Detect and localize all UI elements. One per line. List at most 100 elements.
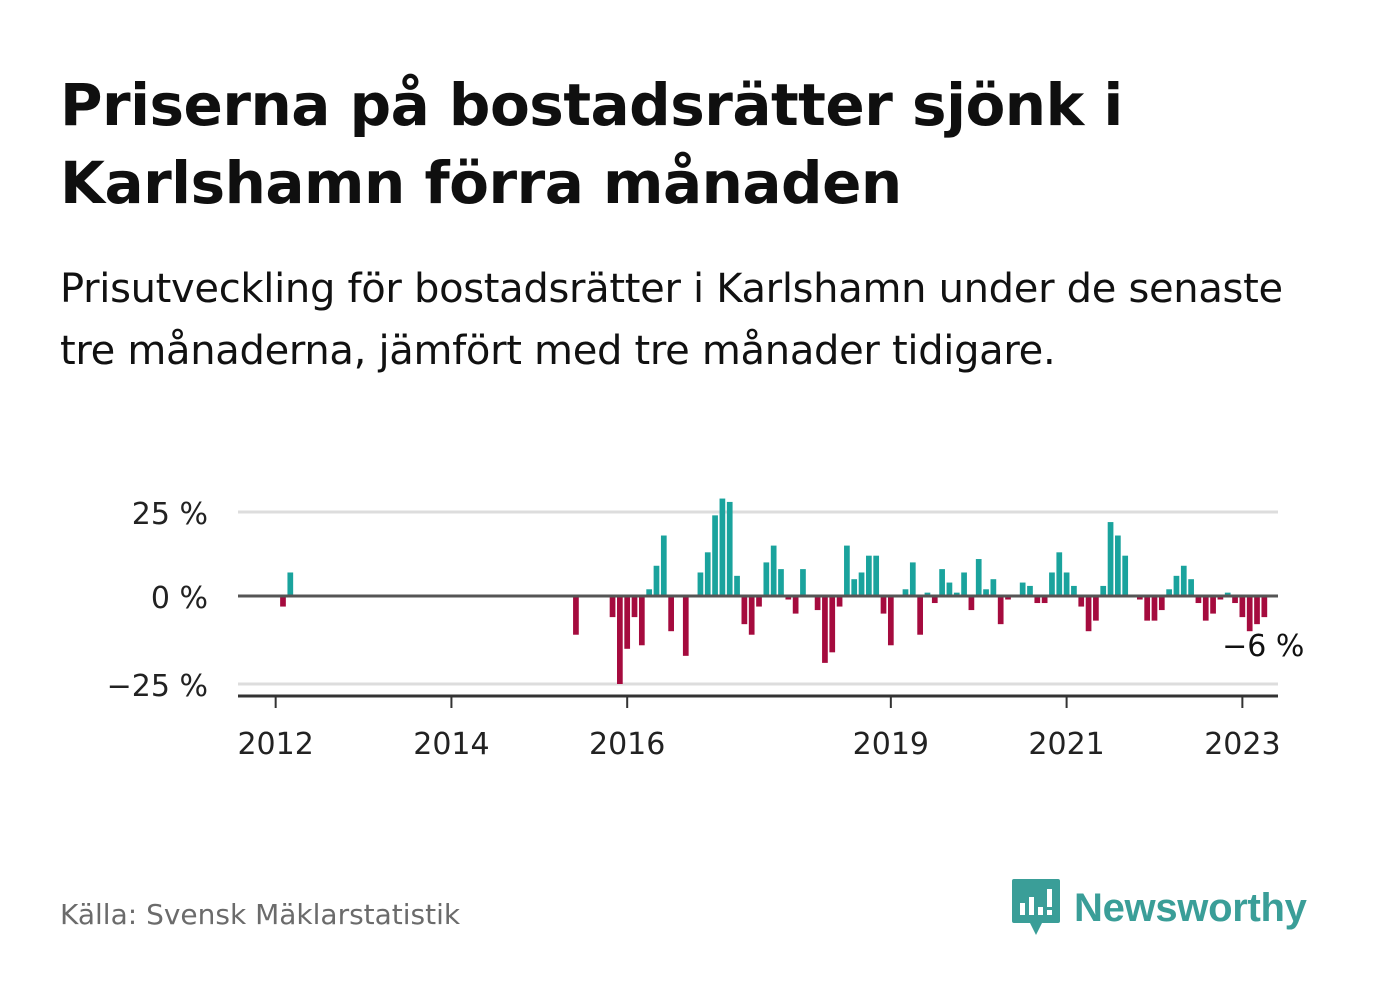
bar — [946, 582, 953, 596]
bar — [1195, 596, 1202, 604]
brand-name: Newsworthy — [1074, 885, 1307, 930]
bar — [880, 596, 887, 614]
bar — [1166, 589, 1172, 596]
bar — [697, 572, 704, 596]
bar — [873, 555, 880, 596]
bar — [1188, 579, 1194, 596]
newsworthy-logo: Newsworthy — [1010, 876, 1307, 940]
bar — [917, 596, 923, 635]
bar — [1224, 592, 1231, 596]
bar — [624, 596, 631, 649]
x-tick-label: 2019 — [853, 727, 929, 762]
bar — [646, 589, 653, 596]
chart-subtitle: Prisutveckling för bostadsrätter i Karls… — [60, 266, 1283, 374]
bar — [734, 575, 740, 596]
x-tick-label: 2014 — [413, 727, 489, 762]
bar — [1180, 565, 1187, 596]
bar — [887, 596, 894, 646]
bar — [726, 501, 733, 596]
bar — [1239, 596, 1246, 618]
bar — [975, 559, 982, 596]
bar — [1049, 572, 1055, 596]
x-axis-ticks: 2012 2014 2016 2019 2021 2023 — [237, 696, 1281, 762]
y-axis-labels: 25 % 0 % −25 % — [107, 497, 208, 704]
bar — [939, 569, 945, 596]
bar — [638, 596, 645, 646]
bar — [1071, 585, 1077, 596]
bar — [1151, 596, 1158, 621]
source-note: Källa: Svensk Mäklarstatistik — [60, 898, 461, 931]
bar — [609, 596, 616, 618]
bar — [756, 596, 762, 607]
bar — [1063, 572, 1070, 596]
y-tick-label: −25 % — [107, 669, 208, 704]
bar — [961, 572, 967, 596]
bar — [1115, 535, 1121, 596]
y-tick-label: 25 % — [132, 497, 208, 532]
bar — [1254, 596, 1260, 625]
bar — [1122, 555, 1129, 596]
bar — [858, 572, 865, 596]
bar — [983, 589, 989, 596]
bars — [272, 498, 1268, 684]
bar — [931, 596, 938, 604]
bar — [1034, 596, 1041, 604]
bar — [778, 569, 784, 596]
bar — [866, 555, 872, 596]
bar — [1173, 575, 1180, 596]
bar — [1217, 596, 1224, 600]
bar — [770, 545, 777, 596]
bar — [836, 596, 843, 607]
bar — [668, 596, 674, 632]
bar — [682, 596, 689, 656]
bar — [1144, 596, 1151, 621]
bar — [719, 498, 726, 596]
bar — [763, 562, 770, 596]
bar — [800, 569, 806, 596]
bar — [280, 596, 286, 607]
bar — [1246, 596, 1253, 632]
bar — [1261, 596, 1268, 618]
chart-title: Priserna på bostadsrätter sjönk i Karlsh… — [60, 71, 1123, 217]
bar — [851, 579, 858, 596]
last-value-label: −6 % — [1222, 629, 1304, 664]
bar — [1056, 552, 1063, 596]
bar — [1100, 585, 1107, 596]
bar — [1107, 522, 1114, 596]
bar — [1027, 585, 1033, 596]
bar — [997, 596, 1004, 625]
bar — [792, 596, 799, 614]
bar — [1136, 596, 1143, 600]
newsworthy-logo-icon — [1012, 879, 1060, 935]
bar — [1232, 596, 1238, 604]
x-tick-label: 2012 — [237, 727, 313, 762]
bar — [844, 545, 850, 596]
bar — [1078, 596, 1085, 607]
bar — [924, 592, 931, 596]
grid-lines — [238, 510, 1278, 686]
bar — [814, 596, 821, 611]
bar — [1093, 596, 1099, 621]
bar — [953, 592, 960, 596]
bar-chart: 25 % 0 % −25 % 2012 2014 2016 2019 2021 2023 −6… — [107, 497, 1305, 762]
x-tick-label: 2023 — [1204, 727, 1280, 762]
y-tick-label: 0 % — [151, 581, 208, 616]
bar — [287, 572, 294, 596]
x-tick-label: 2016 — [589, 727, 665, 762]
bar — [1005, 596, 1011, 600]
bar — [631, 596, 638, 618]
bar — [1210, 596, 1216, 614]
bar — [990, 579, 997, 596]
bar — [829, 596, 836, 653]
bar — [617, 596, 623, 684]
bar — [1041, 596, 1048, 604]
x-tick-label: 2021 — [1028, 727, 1104, 762]
bar — [785, 596, 792, 600]
bar — [909, 562, 916, 596]
bar — [968, 596, 975, 611]
bar — [704, 552, 711, 596]
bar — [660, 535, 667, 596]
bar — [1158, 596, 1165, 611]
bar — [712, 515, 718, 596]
bar — [1202, 596, 1209, 621]
